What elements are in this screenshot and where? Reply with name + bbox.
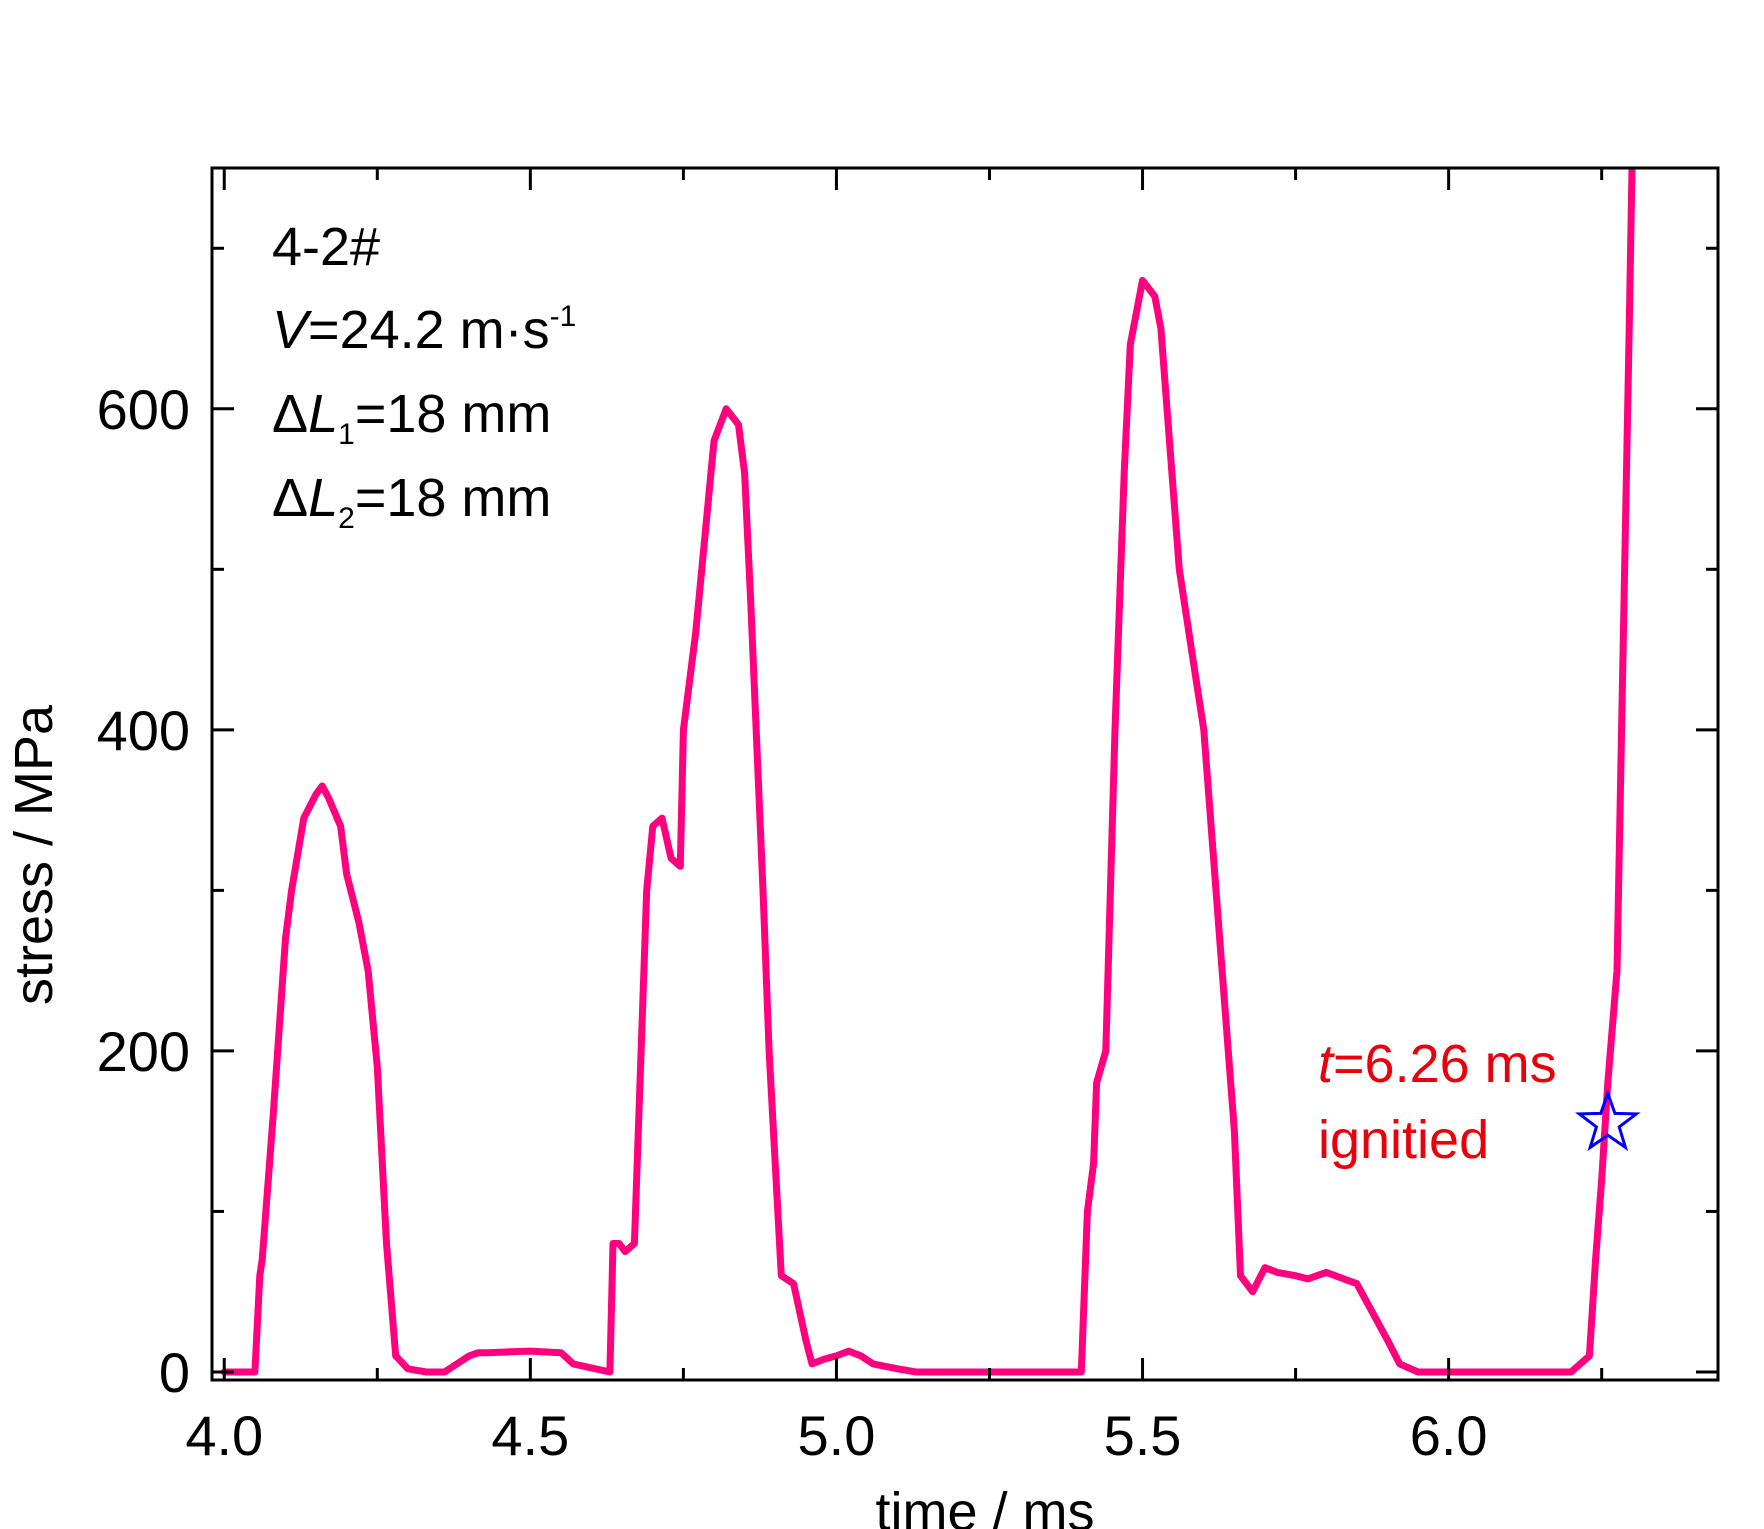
x-tick-label: 4.0: [185, 1404, 263, 1467]
ignition-star-icon: [1574, 1088, 1641, 1152]
stress-series-line: [220, 168, 1636, 1376]
x-tick-label: 5.5: [1104, 1404, 1182, 1467]
info-sample: 4-2#: [272, 217, 380, 277]
velocity-value: =24.2 m·s: [308, 300, 550, 360]
info-dl1: ΔL1=18 mm: [272, 384, 551, 451]
y-tick-label: 400: [97, 699, 190, 762]
plot-data-layer: [220, 168, 1641, 1376]
dl1-subscript: 1: [338, 418, 355, 451]
dl2-subscript: 2: [338, 502, 355, 535]
ignition-label: ignitied: [1318, 1110, 1489, 1170]
velocity-symbol: V: [272, 300, 313, 360]
y-tick-label: 600: [97, 378, 190, 441]
y-tick-label: 0: [159, 1341, 190, 1404]
x-axis-label: time / ms: [875, 1482, 1094, 1529]
x-tick-label: 6.0: [1410, 1404, 1488, 1467]
x-tick-label: 5.0: [798, 1404, 876, 1467]
y-axis-label: stress / MPa: [4, 704, 64, 1005]
dl2-symbol: L: [308, 468, 338, 528]
velocity-exponent: -1: [550, 300, 577, 333]
dl2-value: =18 mm: [355, 468, 552, 528]
ignition-time-value: =6.26 ms: [1333, 1034, 1557, 1094]
ignition-time: t=6.26 ms: [1318, 1034, 1557, 1094]
ignition-annotation: t=6.26 ms ignitied: [1318, 1034, 1557, 1170]
info-velocity: V=24.2 m·s-1: [272, 300, 576, 360]
y-tick-label: 200: [97, 1020, 190, 1083]
plot-frame: [210, 166, 1720, 1382]
axis-ticks: 4.0 4.5 5.0 5.5 6.0 0 200 400 600: [97, 168, 1718, 1467]
info-dl2: ΔL2=18 mm: [272, 468, 551, 535]
x-tick-label: 4.5: [491, 1404, 569, 1467]
dl1-value: =18 mm: [355, 384, 552, 444]
ignition-time-symbol: t: [1318, 1034, 1335, 1094]
dl1-symbol: L: [308, 384, 338, 444]
info-box: 4-2# V=24.2 m·s-1 ΔL1=18 mm ΔL2=18 mm: [272, 217, 576, 535]
dl2-prefix: Δ: [272, 468, 308, 528]
dl1-prefix: Δ: [272, 384, 308, 444]
